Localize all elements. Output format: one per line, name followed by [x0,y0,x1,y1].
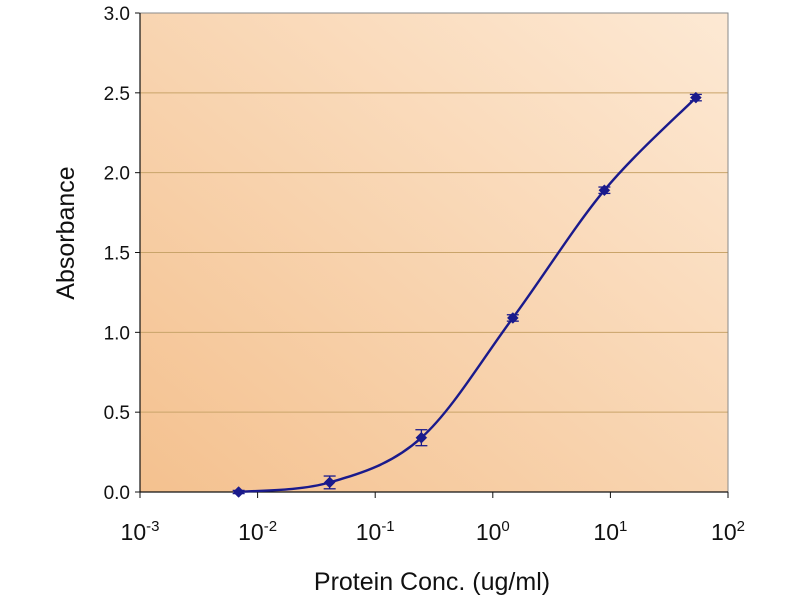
y-tick-label: 2.5 [104,84,130,105]
data-point-marker [690,91,702,104]
data-point-marker [598,184,611,197]
y-tick-label: 3.0 [104,4,130,25]
data-point-marker [415,431,428,444]
y-tick-label: 1.0 [104,323,130,344]
y-tick-label: 0.5 [104,403,130,424]
tick-labels: 0.0 0.5 1.0 1.5 2.0 2.5 3.0 10-3 10-2 10-1 100 101 1… [104,4,745,545]
axes [135,12,729,498]
x-tick-label: 102 [711,518,745,545]
x-tick-label: 10-1 [356,518,395,545]
x-tick-label: 10-3 [121,518,160,545]
x-tick-label: 100 [476,518,510,545]
x-axis-title: Protein Conc. (ug/ml) [314,568,550,596]
y-axis-title: Absorbance [52,166,80,299]
y-tick-label: 1.5 [104,244,130,265]
data-point-marker [506,312,519,324]
x-tick-label: 10-2 [238,518,277,545]
y-tick-label: 2.0 [104,164,130,185]
data-point-marker [232,486,245,498]
data-points [232,91,702,498]
data-point-marker [323,476,336,489]
y-tick-label: 0.0 [104,483,130,504]
x-tick-label: 101 [593,518,627,545]
